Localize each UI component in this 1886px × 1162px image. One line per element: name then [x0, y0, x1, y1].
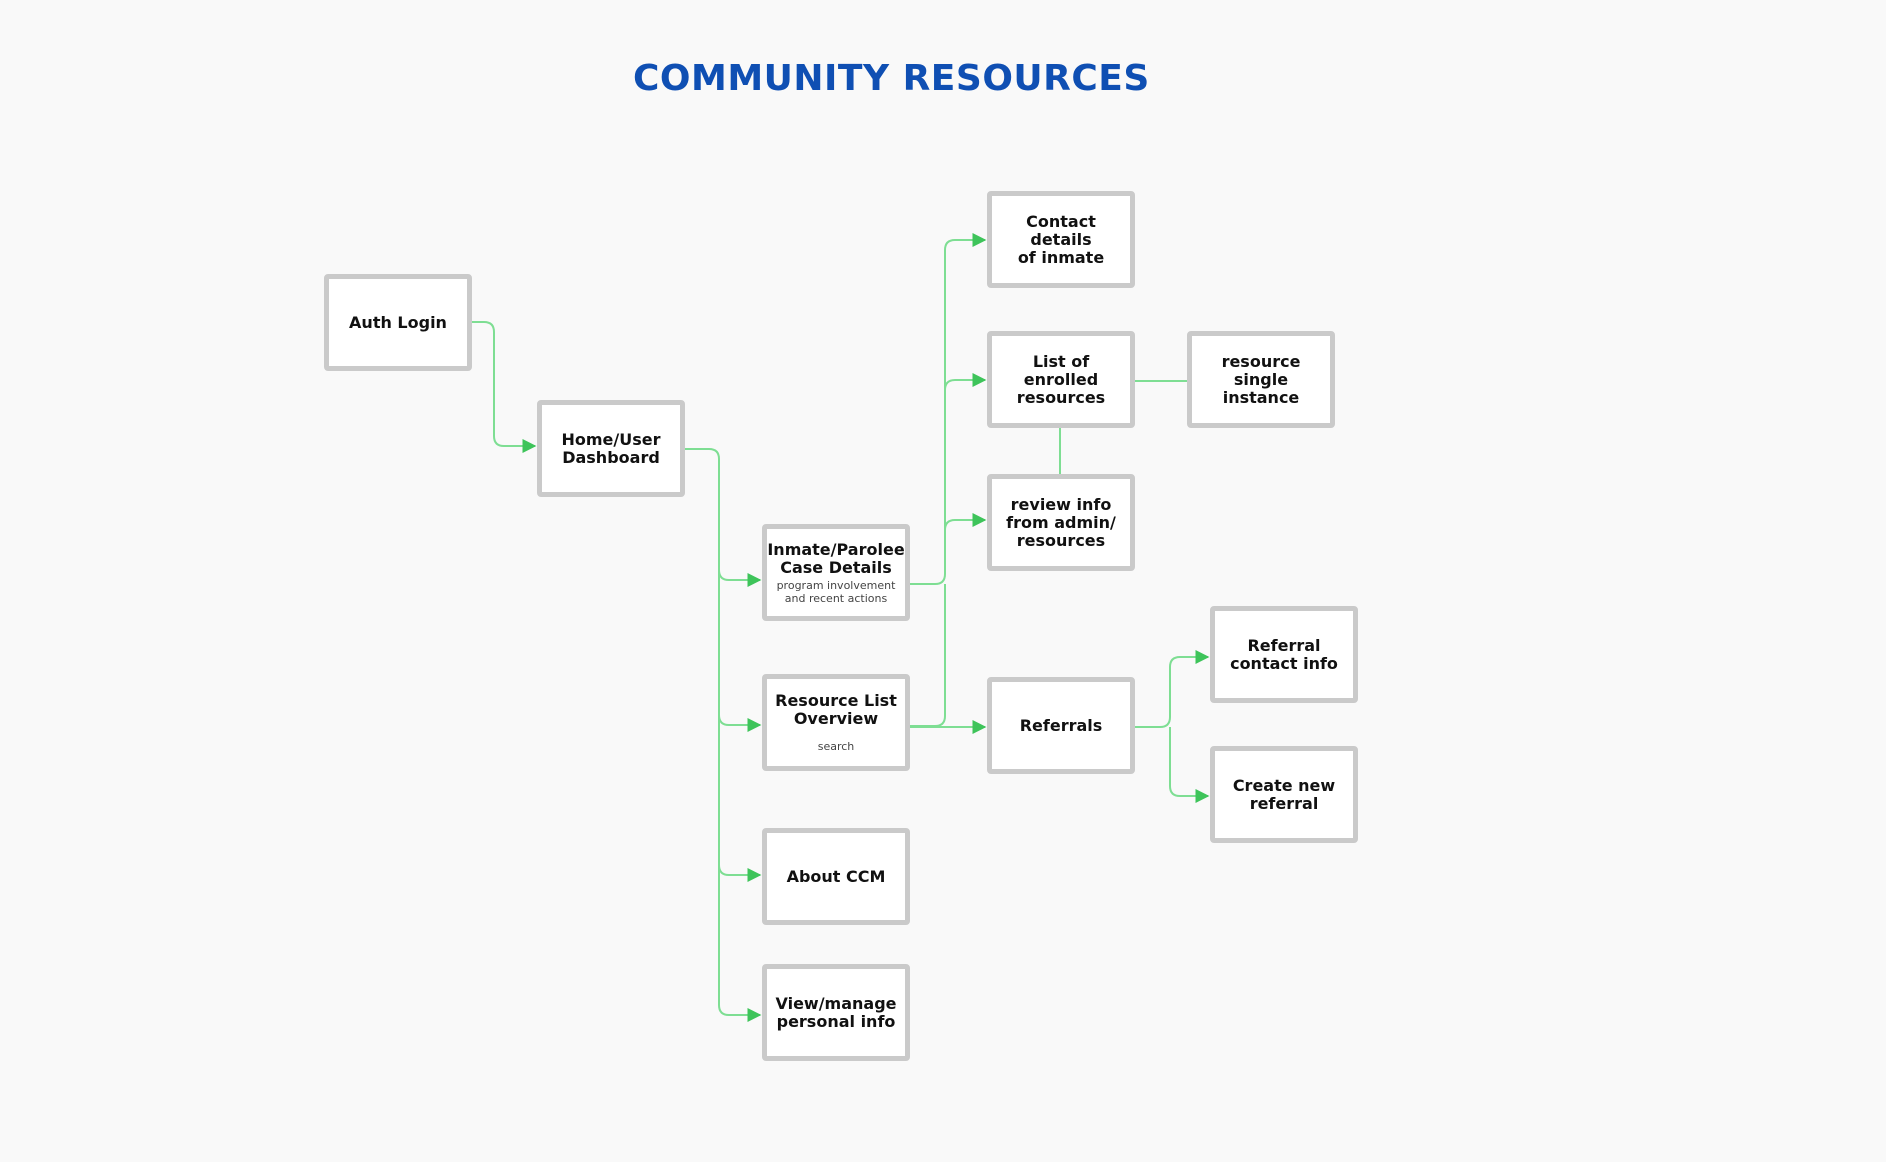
node-label: Contact details of inmate: [1017, 211, 1105, 267]
connector-home-about: [718, 864, 762, 882]
node-sublabel: search: [817, 740, 855, 753]
connector-case-review: [944, 513, 987, 531]
node-label: resource single instance: [1221, 351, 1301, 407]
connector-home-resourcelist: [718, 714, 762, 732]
node-label: Inmate/Parolee Case Details: [767, 539, 905, 577]
node-referral-contact[interactable]: Referral contact info: [1210, 606, 1358, 703]
connector-home-trunk: [685, 448, 720, 1005]
connector-home-case: [718, 569, 762, 587]
node-label: Referrals: [1019, 715, 1103, 735]
node-label: Resource List Overview: [775, 691, 897, 728]
node-label: List of enrolled resources: [1016, 351, 1106, 407]
node-resource-list[interactable]: Resource List Overview search: [762, 674, 910, 771]
node-label: review info from admin/ resources: [1006, 494, 1116, 550]
node-label: Auth Login: [349, 312, 447, 332]
node-review-info[interactable]: review info from admin/ resources: [987, 474, 1135, 571]
connector-referrals-create: [1169, 727, 1210, 803]
node-personal-info[interactable]: View/manage personal info: [762, 964, 910, 1061]
node-about-ccm[interactable]: About CCM: [762, 828, 910, 925]
connector-case-enrolled: [944, 373, 987, 391]
connector-home-personal: [718, 1004, 762, 1022]
node-label: Create new referral: [1232, 775, 1336, 813]
node-label: Referral contact info: [1230, 635, 1338, 673]
node-label: View/manage personal info: [775, 993, 897, 1031]
node-case-details[interactable]: Inmate/Parolee Case Details program invo…: [762, 524, 910, 621]
node-label: About CCM: [786, 866, 886, 886]
diagram-title: COMMUNITY RESOURCES: [633, 58, 1150, 99]
node-create-referral[interactable]: Create new referral: [1210, 746, 1358, 843]
connector-referrals-trunk: [1133, 650, 1210, 728]
node-enrolled-resources[interactable]: List of enrolled resources: [987, 331, 1135, 428]
connector-auth-home: [472, 321, 537, 453]
node-referrals[interactable]: Referrals: [987, 677, 1135, 774]
node-auth-login[interactable]: Auth Login: [324, 274, 472, 371]
node-sublabel: program involvement and recent actions: [776, 578, 896, 605]
node-home-dashboard[interactable]: Home/User Dashboard: [537, 400, 685, 497]
node-label: Home/User Dashboard: [561, 429, 661, 467]
connector-case-trunk: [909, 233, 987, 585]
connector-resourcelist-trunk: [909, 584, 946, 727]
node-resource-instance[interactable]: resource single instance: [1187, 331, 1335, 428]
node-contact-details[interactable]: Contact details of inmate: [987, 191, 1135, 288]
